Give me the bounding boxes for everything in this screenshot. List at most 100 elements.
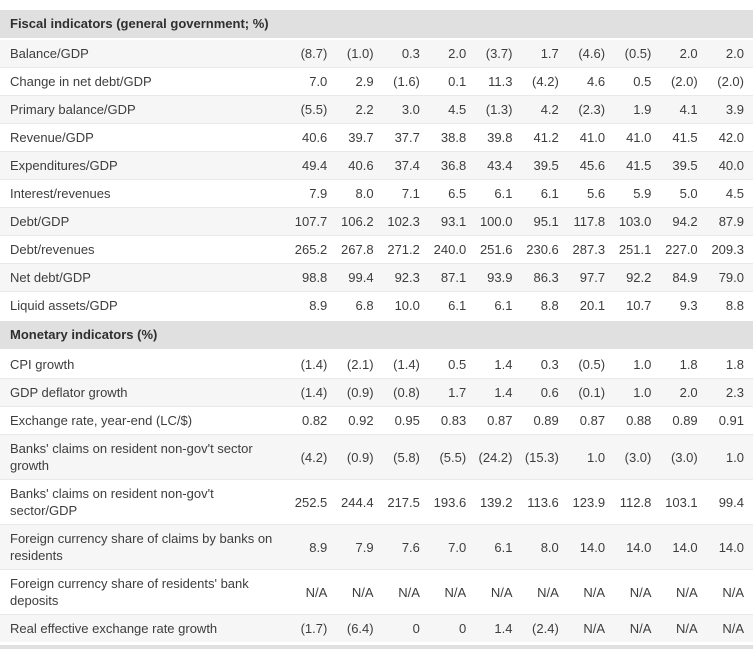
cell-value: 40.0 bbox=[706, 151, 753, 180]
table-row: Net debt/GDP 98.8 99.4 92.3 87.1 93.9 86.3 97.7… bbox=[0, 263, 753, 292]
cell-value: 14.0 bbox=[567, 524, 615, 570]
cell-value: N/A bbox=[660, 569, 707, 615]
cell-value: N/A bbox=[567, 569, 615, 615]
cell-value: 9.3 bbox=[660, 291, 707, 320]
cell-value: 5.9 bbox=[614, 179, 661, 208]
cell-value: 1.7 bbox=[428, 378, 476, 407]
cell-value: 2.0 bbox=[660, 39, 707, 68]
table-row: Foreign currency share of residents' ban… bbox=[0, 569, 753, 615]
cell-value: 107.7 bbox=[290, 207, 337, 236]
cell-value: 4.5 bbox=[428, 95, 476, 124]
cell-value: 6.5 bbox=[428, 179, 476, 208]
cell-value: (4.2) bbox=[521, 67, 568, 96]
table-row: Primary balance/GDP (5.5) 2.2 3.0 4.5 (1.3) 4.… bbox=[0, 95, 753, 124]
cell-value: 45.6 bbox=[567, 151, 615, 180]
cell-value: 251.6 bbox=[475, 235, 522, 264]
cell-value: 1.7 bbox=[521, 39, 568, 68]
cell-value: 117.8 bbox=[567, 207, 615, 236]
cell-value: 0.88 bbox=[614, 406, 661, 435]
row-label: Change in net debt/GDP bbox=[0, 67, 290, 96]
row-label: Debt/revenues bbox=[0, 235, 290, 264]
cell-value: 41.0 bbox=[614, 123, 661, 152]
row-label: Primary balance/GDP bbox=[0, 95, 290, 124]
cell-value: 39.5 bbox=[660, 151, 707, 180]
cell-value: 113.6 bbox=[521, 479, 568, 525]
cell-value: 7.0 bbox=[290, 67, 337, 96]
cell-value: 267.8 bbox=[336, 235, 383, 264]
cell-value: 6.1 bbox=[428, 291, 476, 320]
cell-value: (0.8) bbox=[382, 378, 429, 407]
cell-value: 8.0 bbox=[521, 524, 568, 570]
cell-value: 0.89 bbox=[660, 406, 707, 435]
cell-value: 271.2 bbox=[382, 235, 429, 264]
cell-value: (0.1) bbox=[567, 378, 615, 407]
row-label: Debt/GDP bbox=[0, 207, 290, 236]
row-label: Foreign currency share of claims by bank… bbox=[0, 524, 290, 570]
cell-value: 0.92 bbox=[336, 406, 383, 435]
row-label: Real effective exchange rate growth bbox=[0, 614, 290, 642]
row-label: Net debt/GDP bbox=[0, 263, 290, 292]
cell-value: 139.2 bbox=[475, 479, 522, 525]
cell-value: 95.1 bbox=[521, 207, 568, 236]
cell-value: 1.0 bbox=[567, 434, 615, 480]
cell-value: (6.4) bbox=[336, 614, 383, 642]
cell-value: N/A bbox=[428, 569, 476, 615]
cell-value: 8.8 bbox=[706, 291, 753, 320]
cell-value: 193.6 bbox=[428, 479, 476, 525]
cell-value: 41.0 bbox=[567, 123, 615, 152]
cell-value: N/A bbox=[290, 569, 337, 615]
table-row: Debt/revenues 265.2 267.8 271.2 240.0 251.6 23… bbox=[0, 235, 753, 264]
table-row: Debt/GDP 107.7 106.2 102.3 93.1 100.0 95.1 117.… bbox=[0, 207, 753, 236]
cell-value: 230.6 bbox=[521, 235, 568, 264]
cell-value: 41.5 bbox=[660, 123, 707, 152]
cell-value: 11.3 bbox=[475, 67, 522, 96]
cell-value: 10.7 bbox=[614, 291, 661, 320]
cell-value: 40.6 bbox=[290, 123, 337, 152]
table-row: Real effective exchange rate growth (1.7)… bbox=[0, 614, 753, 642]
cell-value: 36.8 bbox=[428, 151, 476, 180]
cell-value: 123.9 bbox=[567, 479, 615, 525]
cell-value: (1.0) bbox=[336, 39, 383, 68]
cell-value: 99.4 bbox=[706, 479, 753, 525]
cell-value: 2.2 bbox=[336, 95, 383, 124]
table-row: Interest/revenues 7.9 8.0 7.1 6.5 6.1 6.1 5.6 5.… bbox=[0, 179, 753, 208]
cell-value: (1.4) bbox=[300, 357, 328, 372]
cell-value: 86.3 bbox=[521, 263, 568, 292]
cell-value: 240.0 bbox=[428, 235, 476, 264]
cell-value: 87.1 bbox=[428, 263, 476, 292]
cell-value: 8.9 bbox=[290, 524, 337, 570]
cell-value: 0.3 bbox=[382, 39, 429, 68]
cell-value: 1.8 bbox=[679, 357, 698, 372]
cell-value: 41.5 bbox=[614, 151, 661, 180]
table-row: Revenue/GDP 40.6 39.7 37.7 38.8 39.8 41.2 41.0 4… bbox=[0, 123, 753, 152]
cell-value: (0.5) bbox=[614, 39, 661, 68]
cell-value: 43.4 bbox=[475, 151, 522, 180]
cell-value: 5.0 bbox=[660, 179, 707, 208]
cell-value: (5.8) bbox=[382, 434, 429, 480]
cell-value: 38.8 bbox=[428, 123, 476, 152]
cell-value: 98.8 bbox=[290, 263, 337, 292]
section-header: Monetary indicators (%) bbox=[0, 319, 753, 351]
cell-value: 92.2 bbox=[614, 263, 661, 292]
cell-value: 0.5 bbox=[614, 67, 661, 96]
cell-value: 287.3 bbox=[567, 235, 615, 264]
cell-value: 4.6 bbox=[567, 67, 615, 96]
cell-value: 0.6 bbox=[521, 378, 568, 407]
cell-value: 2.0 bbox=[660, 378, 707, 407]
cell-value: 0.91 bbox=[706, 406, 753, 435]
cell-value: (8.7) bbox=[290, 39, 337, 68]
cell-value: 39.5 bbox=[521, 151, 568, 180]
cell-value: 8.8 bbox=[521, 291, 568, 320]
cell-value: (2.4) bbox=[521, 614, 568, 642]
cell-value: 79.0 bbox=[706, 263, 753, 292]
cell-value: 49.4 bbox=[290, 151, 337, 180]
cell-value: 2.0 bbox=[706, 39, 753, 68]
cell-value: 2.0 bbox=[428, 39, 476, 68]
cell-value: (1.4) bbox=[290, 378, 337, 407]
row-label: Exchange rate, year-end (LC/$) bbox=[0, 406, 290, 435]
cell-value: (1.4) bbox=[393, 357, 420, 372]
next-section-header-partial bbox=[0, 643, 753, 649]
cell-value: 1.8 bbox=[725, 357, 744, 372]
cell-value: 7.1 bbox=[382, 179, 429, 208]
cell-value: 4.2 bbox=[521, 95, 568, 124]
